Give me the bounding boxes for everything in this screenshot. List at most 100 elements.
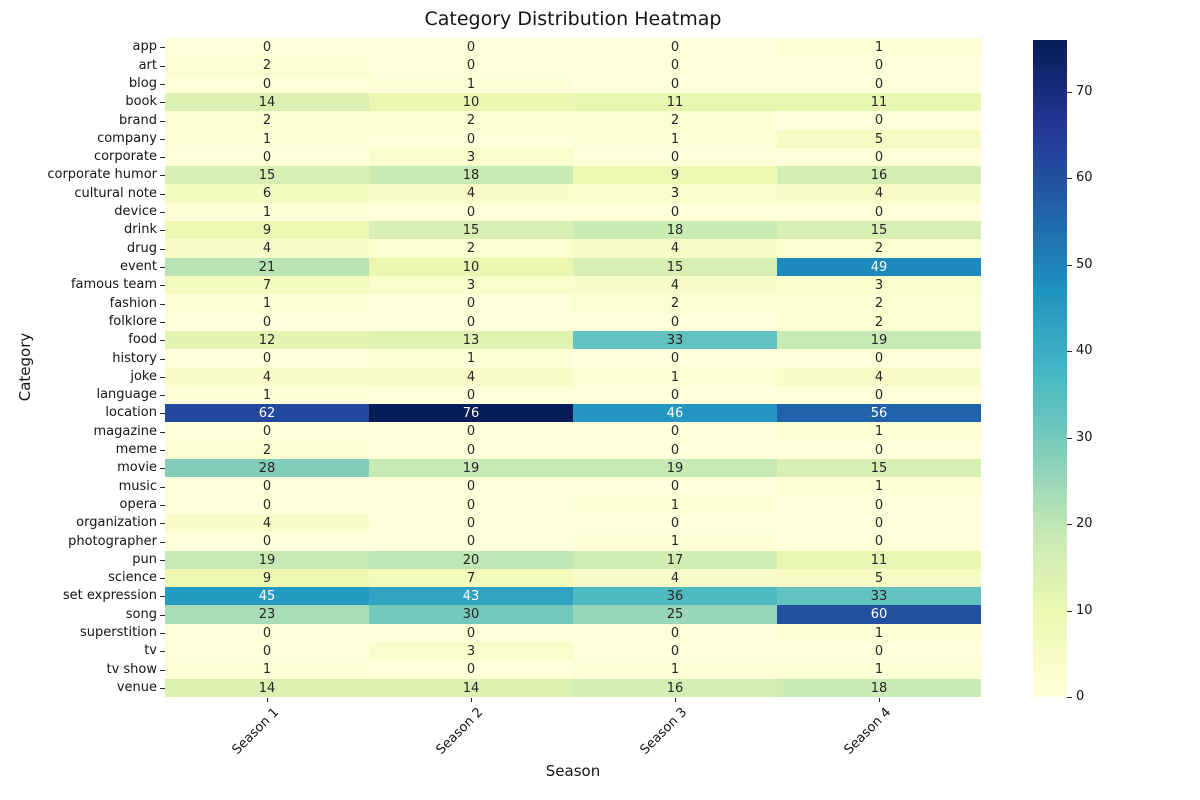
heatmap-cell: 16 <box>777 166 981 184</box>
heatmap-cell: 0 <box>369 477 573 496</box>
heatmap-cell: 19 <box>369 459 573 477</box>
heatmap-cell: 21 <box>165 258 369 276</box>
heatmap-cell: 1 <box>165 660 369 679</box>
y-tick-label: history <box>112 351 157 366</box>
y-tick-mark <box>160 194 165 195</box>
heatmap-cell: 14 <box>165 93 369 111</box>
heatmap-cell: 1 <box>165 294 369 313</box>
y-tick-label: cultural note <box>74 186 157 201</box>
y-tick-mark <box>160 487 165 488</box>
y-tick-mark <box>160 395 165 396</box>
heatmap-cell: 7 <box>369 569 573 587</box>
heatmap-cell: 0 <box>573 514 777 532</box>
y-tick-mark <box>160 523 165 524</box>
heatmap-cell: 3 <box>369 642 573 660</box>
heatmap-cell: 30 <box>369 605 573 624</box>
heatmap-cell: 45 <box>165 587 369 605</box>
y-tick-label: tv <box>144 643 157 658</box>
y-tick-label: meme <box>115 442 157 457</box>
x-tick-label: Season 1 <box>229 705 283 758</box>
heatmap-cell: 2 <box>165 441 369 459</box>
heatmap-cell: 4 <box>777 184 981 203</box>
heatmap-cell: 0 <box>369 386 573 404</box>
heatmap-cell: 0 <box>777 148 981 166</box>
y-tick-mark <box>160 413 165 414</box>
heatmap-cell: 13 <box>369 331 573 349</box>
heatmap-cell: 0 <box>165 532 369 551</box>
heatmap-cell: 0 <box>573 642 777 660</box>
y-tick-mark <box>160 47 165 48</box>
heatmap-cell: 0 <box>573 624 777 642</box>
heatmap-cell: 0 <box>369 56 573 75</box>
y-tick-label: blog <box>128 76 157 91</box>
heatmap-cell: 0 <box>165 148 369 166</box>
y-tick-label: pun <box>132 552 157 567</box>
heatmap-cell: 10 <box>369 93 573 111</box>
colorbar <box>1033 40 1067 697</box>
heatmap-cell: 2 <box>369 111 573 130</box>
heatmap-cell: 43 <box>369 587 573 605</box>
heatmap-cell: 0 <box>573 38 777 56</box>
heatmap-cell: 1 <box>777 477 981 496</box>
heatmap-cell: 14 <box>369 679 573 697</box>
chart-title: Category Distribution Heatmap <box>424 8 722 30</box>
heatmap-cell: 1 <box>573 368 777 386</box>
heatmap-cell: 5 <box>777 130 981 148</box>
y-tick-label: corporate <box>93 149 157 164</box>
heatmap-cell: 0 <box>369 130 573 148</box>
colorbar-tick-mark <box>1067 611 1072 612</box>
heatmap-cell: 1 <box>165 130 369 148</box>
heatmap-cell: 0 <box>777 203 981 221</box>
colorbar-tick-label: 70 <box>1076 84 1093 99</box>
y-tick-mark <box>160 615 165 616</box>
heatmap-cell: 0 <box>165 496 369 514</box>
heatmap-cell: 3 <box>777 276 981 294</box>
y-tick-label: app <box>132 39 157 54</box>
heatmap-cell: 18 <box>369 166 573 184</box>
y-tick-mark <box>160 450 165 451</box>
heatmap-cell: 0 <box>369 532 573 551</box>
heatmap-cell: 2 <box>165 56 369 75</box>
heatmap-cell: 0 <box>573 422 777 441</box>
colorbar-tick-mark <box>1067 351 1072 352</box>
heatmap-cell: 76 <box>369 404 573 422</box>
heatmap-cell: 2 <box>573 111 777 130</box>
heatmap-cell: 15 <box>777 221 981 239</box>
y-tick-mark <box>160 285 165 286</box>
y-tick-mark <box>160 670 165 671</box>
heatmap-grid: 0 0 0 1 2 0 0 0 0 1 0 0 14 10 11 11 2 2 2 0 1 0 1 5 0 3 0 0 15 18 9 16 6… <box>165 38 981 697</box>
y-tick-label: brand <box>118 113 157 128</box>
heatmap-cell: 15 <box>165 166 369 184</box>
y-tick-label: music <box>118 479 157 494</box>
heatmap-cell: 15 <box>573 258 777 276</box>
y-tick-mark <box>160 139 165 140</box>
colorbar-tick-label: 30 <box>1076 430 1093 445</box>
heatmap-cell: 0 <box>573 313 777 331</box>
y-tick-mark <box>160 560 165 561</box>
heatmap-cell: 14 <box>165 679 369 697</box>
heatmap-cell: 0 <box>777 56 981 75</box>
heatmap-cell: 11 <box>777 551 981 569</box>
heatmap-cell: 1 <box>369 75 573 93</box>
heatmap-cell: 0 <box>777 514 981 532</box>
colorbar-tick-label: 0 <box>1076 689 1085 704</box>
heatmap-cell: 1 <box>573 130 777 148</box>
heatmap-cell: 4 <box>573 239 777 258</box>
heatmap-cell: 16 <box>573 679 777 697</box>
y-tick-label: superstition <box>80 625 157 640</box>
x-tick-label: Season 3 <box>637 705 691 758</box>
heatmap-cell: 0 <box>573 75 777 93</box>
y-tick-mark <box>160 596 165 597</box>
heatmap-cell: 0 <box>165 313 369 331</box>
heatmap-cell: 9 <box>165 569 369 587</box>
heatmap-cell: 0 <box>573 349 777 368</box>
colorbar-tick-mark <box>1067 438 1072 439</box>
y-tick-mark <box>160 212 165 213</box>
heatmap-cell: 3 <box>369 148 573 166</box>
heatmap-cell: 17 <box>573 551 777 569</box>
heatmap-cell: 33 <box>573 331 777 349</box>
y-tick-label: venue <box>116 680 157 695</box>
y-tick-label: opera <box>119 497 157 512</box>
y-tick-mark <box>160 633 165 634</box>
y-tick-label: location <box>105 405 157 420</box>
